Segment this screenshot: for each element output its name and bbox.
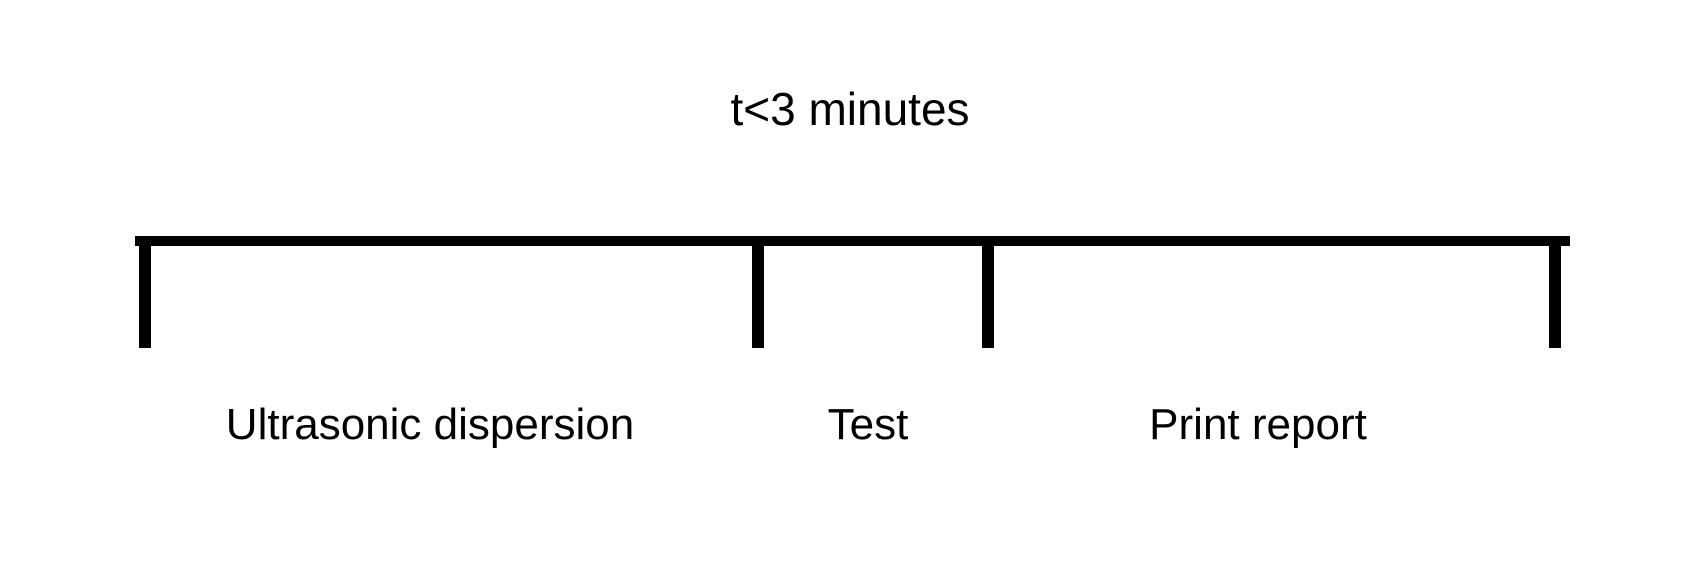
timeline-bar bbox=[135, 236, 1570, 246]
timeline-tick bbox=[982, 236, 994, 348]
timeline-tick bbox=[139, 236, 151, 348]
segment-label: Print report bbox=[1149, 400, 1367, 450]
segment-label: Ultrasonic dispersion bbox=[226, 400, 634, 450]
timeline-tick bbox=[752, 236, 764, 348]
timeline-diagram: t<3 minutes Ultrasonic dispersion Test P… bbox=[0, 0, 1700, 568]
timeline-tick bbox=[1549, 236, 1561, 348]
diagram-title: t<3 minutes bbox=[0, 82, 1700, 136]
segment-label: Test bbox=[828, 400, 909, 450]
